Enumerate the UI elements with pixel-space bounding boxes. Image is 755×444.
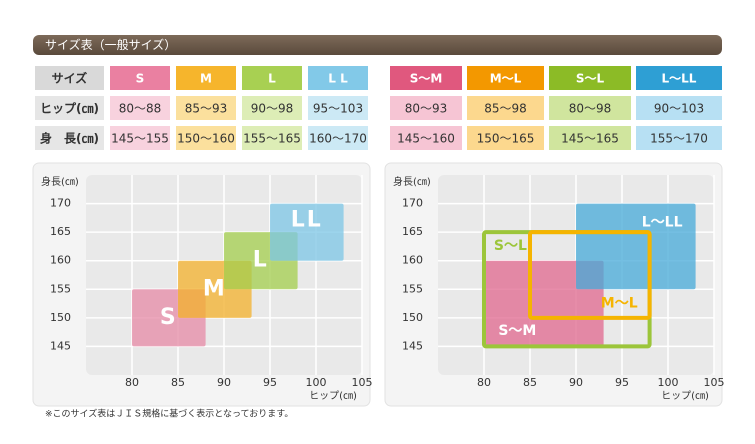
header-text: サイズ [52, 71, 88, 86]
size-range [528, 230, 652, 320]
range-label: L [253, 248, 269, 273]
cell-text: 95～103 [313, 102, 363, 116]
range-label: L～LL [642, 214, 683, 230]
table-cell [549, 96, 631, 120]
table-cell [549, 126, 631, 150]
header-bar [33, 35, 722, 55]
cell-text: 身 長(㎝) [40, 131, 99, 146]
x-tick-label: 100 [306, 376, 327, 389]
y-tick-label: 165 [50, 225, 71, 238]
table-cell [176, 126, 236, 150]
x-tick-label: 105 [352, 376, 373, 389]
x-tick-label: 80 [477, 376, 491, 389]
header-cell [110, 66, 170, 90]
size-range [270, 203, 344, 261]
header-text: S [136, 72, 145, 86]
header-text: S～M [410, 72, 443, 86]
cell-text: 80～93 [405, 102, 448, 116]
cell-text: ヒップ(㎝) [40, 101, 99, 116]
range-label: S～M [498, 323, 536, 339]
y-tick-label: 145 [50, 339, 71, 352]
x-axis-title: ヒップ(㎝) [309, 390, 357, 402]
cell-text: 150～165 [477, 132, 535, 146]
table-cell [467, 96, 544, 120]
range-label: S～L [494, 238, 527, 254]
footnote: ※このサイズ表はＪＩＳ規格に基づく表示となっております。 [45, 408, 293, 420]
size-range [484, 260, 604, 347]
table-cell [110, 96, 170, 120]
y-tick-label: 155 [402, 282, 423, 295]
header-cell [636, 66, 722, 90]
table-cell [636, 126, 722, 150]
table-cell [308, 96, 368, 120]
x-tick-label: 100 [658, 376, 679, 389]
table-cell [242, 96, 302, 120]
header-title: サイズ表（一般サイズ） [45, 37, 176, 52]
table-cell [35, 96, 104, 120]
y-tick-label: 170 [402, 197, 423, 210]
table-cell [110, 126, 170, 150]
header-text: S～L [576, 72, 605, 86]
range-label: LL [291, 208, 323, 233]
y-tick-label: 160 [50, 254, 71, 267]
header-cell [35, 66, 104, 90]
header-text: L [268, 72, 276, 86]
x-tick-label: 85 [523, 376, 537, 389]
y-tick-label: 155 [50, 282, 71, 295]
y-tick-label: 150 [402, 311, 423, 324]
header-cell [176, 66, 236, 90]
table-cell [390, 96, 462, 120]
cell-text: 90～103 [654, 102, 704, 116]
y-tick-label: 170 [50, 197, 71, 210]
x-tick-label: 90 [569, 376, 583, 389]
x-tick-label: 95 [615, 376, 629, 389]
table-cell [636, 96, 722, 120]
cell-text: 80～98 [569, 102, 612, 116]
x-tick-label: 85 [171, 376, 185, 389]
y-tick-label: 165 [402, 225, 423, 238]
y-axis-title: 身長(㎝) [41, 175, 79, 188]
range-label: M [203, 276, 227, 301]
y-tick-label: 150 [50, 311, 71, 324]
cell-text: 145～160 [397, 132, 455, 146]
header-text: M～L [490, 72, 522, 86]
cell-text: 155～165 [243, 132, 301, 146]
cell-text: 85～93 [185, 102, 228, 116]
header-text: L L [328, 72, 348, 86]
header-cell [549, 66, 631, 90]
size-range [576, 203, 696, 290]
header-cell [308, 66, 368, 90]
cell-text: 85～98 [484, 102, 527, 116]
header-cell [242, 66, 302, 90]
cell-text: 145～165 [561, 132, 619, 146]
table-cell [242, 126, 302, 150]
x-tick-label: 95 [263, 376, 277, 389]
x-tick-label: 80 [125, 376, 139, 389]
x-axis-title: ヒップ(㎝) [661, 390, 709, 402]
y-tick-label: 160 [402, 254, 423, 267]
cell-text: 155～170 [650, 132, 708, 146]
x-tick-label: 90 [217, 376, 231, 389]
header-text: M [200, 72, 212, 86]
header-text: L～LL [662, 72, 697, 86]
header-cell [467, 66, 544, 90]
range-label: S [160, 305, 178, 330]
table-cell [35, 126, 104, 150]
table-cell [467, 126, 544, 150]
cell-text: 160～170 [309, 132, 367, 146]
y-axis-title: 身長(㎝) [393, 175, 431, 188]
cell-text: 90～98 [251, 102, 294, 116]
table-cell [176, 96, 236, 120]
table-cell [390, 126, 462, 150]
range-label: M～L [601, 295, 638, 311]
cell-text: 145～155 [111, 132, 169, 146]
header-cell [390, 66, 462, 90]
cell-text: 80～88 [119, 102, 162, 116]
x-tick-label: 105 [704, 376, 725, 389]
table-cell [308, 126, 368, 150]
y-tick-label: 145 [402, 339, 423, 352]
cell-text: 150～160 [177, 132, 235, 146]
